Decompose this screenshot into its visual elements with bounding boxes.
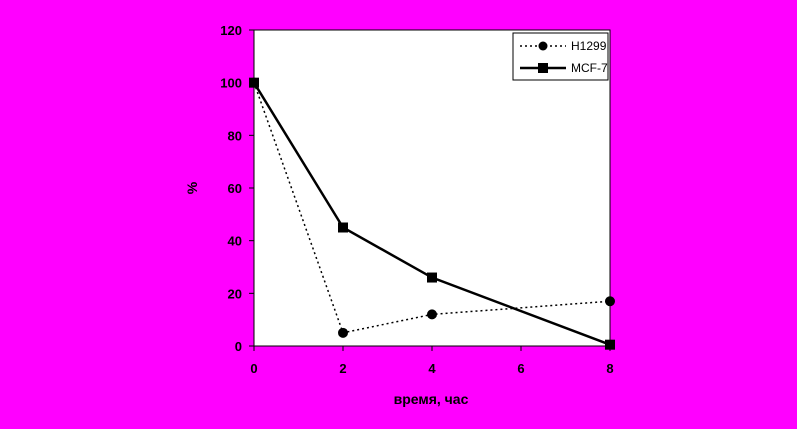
- y-tick-label: 80: [228, 128, 242, 143]
- x-tick-label: 6: [517, 361, 524, 376]
- x-axis-title: время, час: [394, 391, 469, 407]
- y-tick-label: 0: [235, 339, 242, 354]
- x-tick-label: 8: [606, 361, 613, 376]
- y-axis-title: %: [184, 181, 200, 194]
- y-tick-label: 20: [228, 286, 242, 301]
- x-tick-label: 4: [428, 361, 436, 376]
- series-line-h1299: [253, 82, 611, 334]
- series-layer: [249, 77, 615, 350]
- legend-label-h1299: H1299: [571, 39, 607, 53]
- y-tick-label: 120: [220, 23, 242, 38]
- data-point-mcf7: [427, 272, 437, 283]
- data-point-mcf7: [249, 77, 259, 88]
- data-point-h1299: [338, 327, 348, 338]
- y-tick-label: 60: [228, 181, 242, 196]
- series-line-mcf7: [252, 82, 611, 346]
- data-point-h1299: [427, 309, 437, 320]
- legend: H1299 MCF-7: [512, 32, 609, 81]
- y-tick-label: 40: [228, 234, 242, 249]
- data-point-mcf7: [605, 339, 615, 350]
- legend-label-mcf7: MCF-7: [571, 61, 608, 75]
- data-point-h1299: [605, 296, 615, 307]
- legend-box: [512, 32, 609, 81]
- x-tick-label: 2: [339, 361, 346, 376]
- legend-marker-h1299: [538, 41, 548, 51]
- x-tick-label: 0: [250, 361, 257, 376]
- plot-area: [253, 29, 611, 347]
- y-tick-label: 100: [220, 76, 242, 91]
- legend-marker-mcf7: [538, 63, 548, 73]
- data-point-mcf7: [338, 222, 348, 233]
- x-axis: 0 2 4 6 8: [250, 346, 614, 376]
- y-axis: 0 20 40 60 80 100 120: [220, 23, 254, 354]
